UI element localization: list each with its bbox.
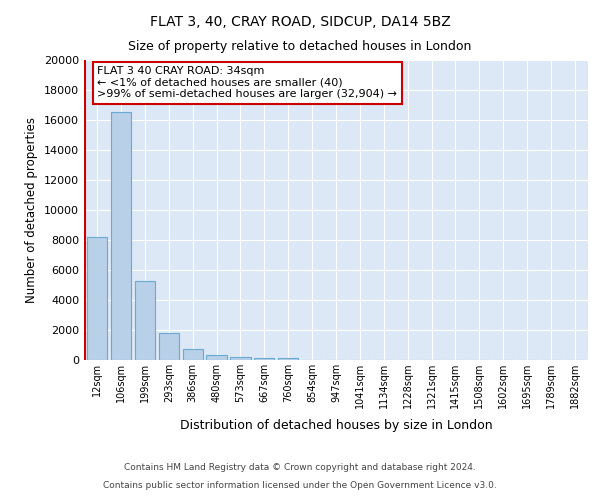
Text: Size of property relative to detached houses in London: Size of property relative to detached ho… bbox=[128, 40, 472, 53]
Bar bbox=[111, 112, 131, 360]
X-axis label: Distribution of detached houses by size in London: Distribution of detached houses by size … bbox=[179, 420, 493, 432]
Bar bbox=[182, 349, 203, 360]
Text: FLAT 3 40 CRAY ROAD: 34sqm
← <1% of detached houses are smaller (40)
>99% of sem: FLAT 3 40 CRAY ROAD: 34sqm ← <1% of deta… bbox=[97, 66, 397, 99]
Bar bbox=[158, 333, 179, 360]
Bar bbox=[278, 358, 298, 360]
Text: Contains public sector information licensed under the Open Government Licence v3: Contains public sector information licen… bbox=[103, 481, 497, 490]
Bar bbox=[254, 358, 274, 360]
Bar bbox=[230, 357, 251, 360]
Bar bbox=[87, 237, 107, 360]
Y-axis label: Number of detached properties: Number of detached properties bbox=[25, 117, 38, 303]
Bar bbox=[135, 280, 155, 360]
Text: Contains HM Land Registry data © Crown copyright and database right 2024.: Contains HM Land Registry data © Crown c… bbox=[124, 464, 476, 472]
Bar bbox=[206, 355, 227, 360]
Text: FLAT 3, 40, CRAY ROAD, SIDCUP, DA14 5BZ: FLAT 3, 40, CRAY ROAD, SIDCUP, DA14 5BZ bbox=[149, 15, 451, 29]
